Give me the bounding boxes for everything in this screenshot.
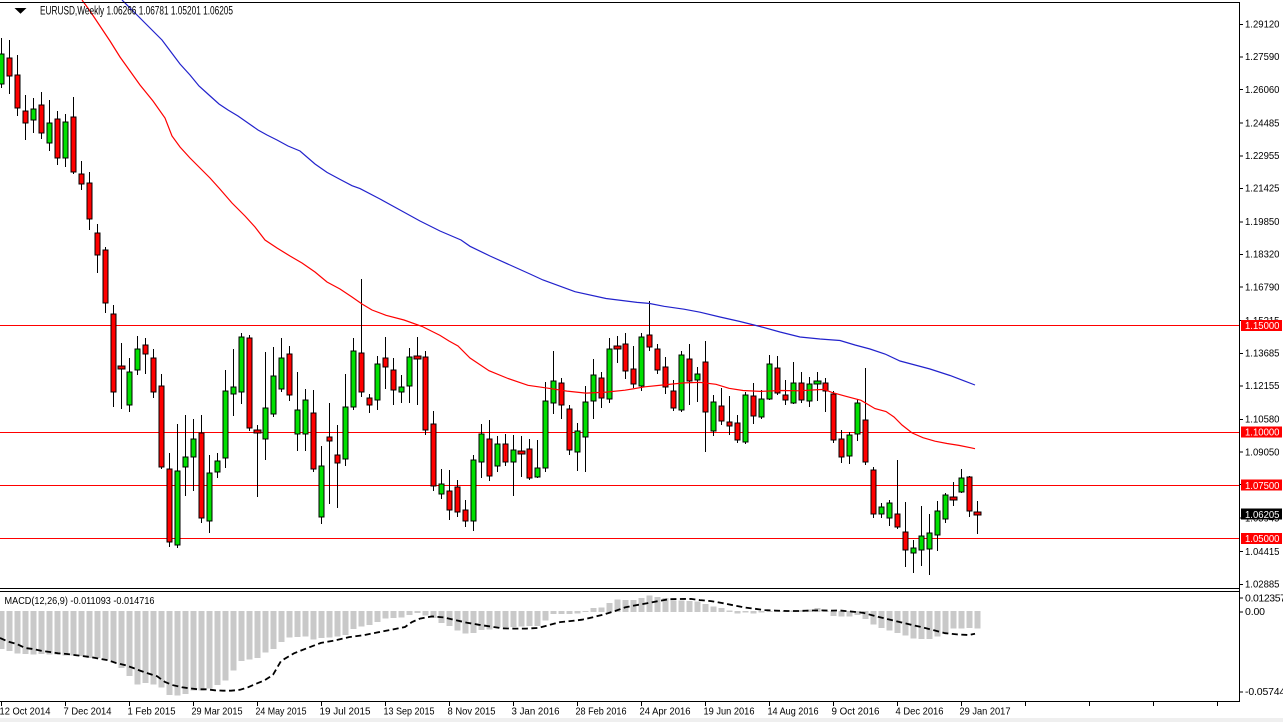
svg-text:1.27590: 1.27590 — [1245, 51, 1280, 63]
svg-text:1.09050: 1.09050 — [1245, 446, 1280, 458]
svg-text:24 May 2015: 24 May 2015 — [256, 706, 307, 718]
svg-text:1.22955: 1.22955 — [1245, 150, 1280, 162]
svg-text:29 Jan 2017: 29 Jan 2017 — [960, 706, 1011, 718]
svg-text:1.19850: 1.19850 — [1245, 216, 1280, 228]
svg-text:8 Nov 2015: 8 Nov 2015 — [448, 706, 496, 718]
svg-text:19 Jun 2016: 19 Jun 2016 — [704, 706, 755, 718]
svg-text:29 Mar 2015: 29 Mar 2015 — [192, 706, 243, 718]
svg-text:1.12155: 1.12155 — [1245, 380, 1280, 392]
svg-text:1.02885: 1.02885 — [1245, 579, 1280, 591]
svg-text:1.13685: 1.13685 — [1245, 348, 1280, 360]
svg-text:28 Feb 2016: 28 Feb 2016 — [576, 706, 627, 718]
svg-text:1.15000: 1.15000 — [1245, 320, 1280, 332]
svg-text:4 Dec 2016: 4 Dec 2016 — [896, 706, 944, 718]
svg-text:13 Sep 2015: 13 Sep 2015 — [384, 706, 435, 718]
svg-text:1.04415: 1.04415 — [1245, 546, 1280, 558]
svg-text:12 Oct 2014: 12 Oct 2014 — [0, 706, 51, 718]
svg-text:0.012357: 0.012357 — [1245, 592, 1283, 604]
svg-text:1.06205: 1.06205 — [1245, 509, 1280, 521]
svg-text:14 Aug 2016: 14 Aug 2016 — [768, 706, 819, 718]
svg-text:MACD(12,26,9) -0.011093 -0.014: MACD(12,26,9) -0.011093 -0.014716 — [5, 595, 155, 607]
svg-text:1.16790: 1.16790 — [1245, 281, 1280, 293]
svg-text:-0.057447: -0.057447 — [1245, 686, 1283, 698]
svg-text:1 Feb 2015: 1 Feb 2015 — [128, 706, 176, 718]
svg-text:1.05000: 1.05000 — [1245, 533, 1280, 545]
svg-text:9 Oct 2016: 9 Oct 2016 — [832, 706, 880, 718]
svg-text:1.26060: 1.26060 — [1245, 84, 1280, 96]
svg-text:1.24485: 1.24485 — [1245, 117, 1280, 129]
svg-text:1.07500: 1.07500 — [1245, 480, 1280, 492]
svg-text:EURUSD,Weekly 1.06266 1.06781: EURUSD,Weekly 1.06266 1.06781 1.05201 1.… — [40, 6, 233, 18]
svg-text:1.21425: 1.21425 — [1245, 183, 1280, 195]
svg-text:7 Dec 2014: 7 Dec 2014 — [64, 706, 112, 718]
svg-text:1.10580: 1.10580 — [1245, 414, 1280, 426]
svg-text:0.00: 0.00 — [1245, 606, 1265, 618]
svg-text:3 Jan 2016: 3 Jan 2016 — [512, 706, 560, 718]
svg-text:1.18320: 1.18320 — [1245, 249, 1280, 261]
svg-text:24 Apr 2016: 24 Apr 2016 — [640, 706, 691, 718]
svg-text:1.10000: 1.10000 — [1245, 427, 1280, 439]
svg-text:1.29120: 1.29120 — [1245, 19, 1280, 31]
svg-text:19 Jul 2015: 19 Jul 2015 — [320, 706, 371, 718]
